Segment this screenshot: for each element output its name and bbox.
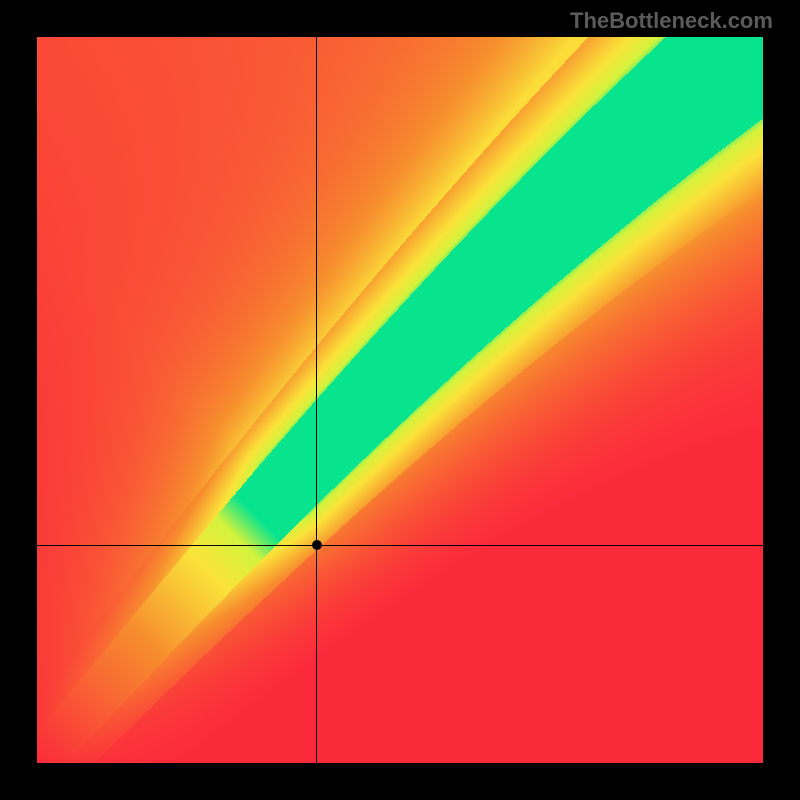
crosshair-horizontal bbox=[37, 545, 763, 546]
attribution-text: TheBottleneck.com bbox=[570, 8, 773, 34]
heatmap-canvas bbox=[37, 37, 763, 763]
crosshair-vertical bbox=[316, 37, 317, 763]
chart-container: TheBottleneck.com bbox=[0, 0, 800, 800]
marker-dot bbox=[312, 540, 322, 550]
